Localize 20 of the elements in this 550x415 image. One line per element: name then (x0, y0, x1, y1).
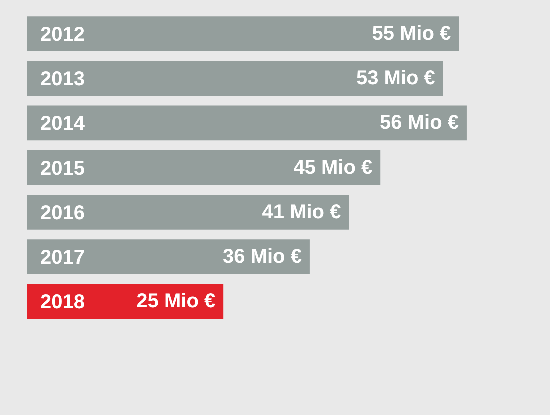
bar (27, 150, 381, 186)
data-label: 55 Mio € (372, 22, 452, 45)
data-label: 53 Mio € (356, 68, 436, 90)
y-tick-label: 2014 (40, 113, 86, 136)
y-tick-label: 2015 (40, 158, 86, 180)
data-label: 45 Mio € (294, 156, 373, 179)
data-label: 41 Mio € (262, 201, 342, 224)
data-label: 36 Mio € (223, 246, 302, 268)
data-label: 25 Mio € (136, 290, 216, 313)
y-tick-label: 2018 (40, 292, 86, 314)
bar (27, 106, 467, 141)
y-tick-label: 2013 (40, 68, 86, 91)
bar (27, 61, 444, 96)
bar (27, 195, 350, 230)
data-label: 56 Mio € (380, 112, 459, 134)
y-tick-label: 2016 (40, 202, 86, 224)
bar (27, 16, 460, 52)
y-tick-label: 2012 (40, 24, 86, 46)
y-tick-label: 2017 (40, 247, 86, 270)
bar (27, 240, 310, 274)
